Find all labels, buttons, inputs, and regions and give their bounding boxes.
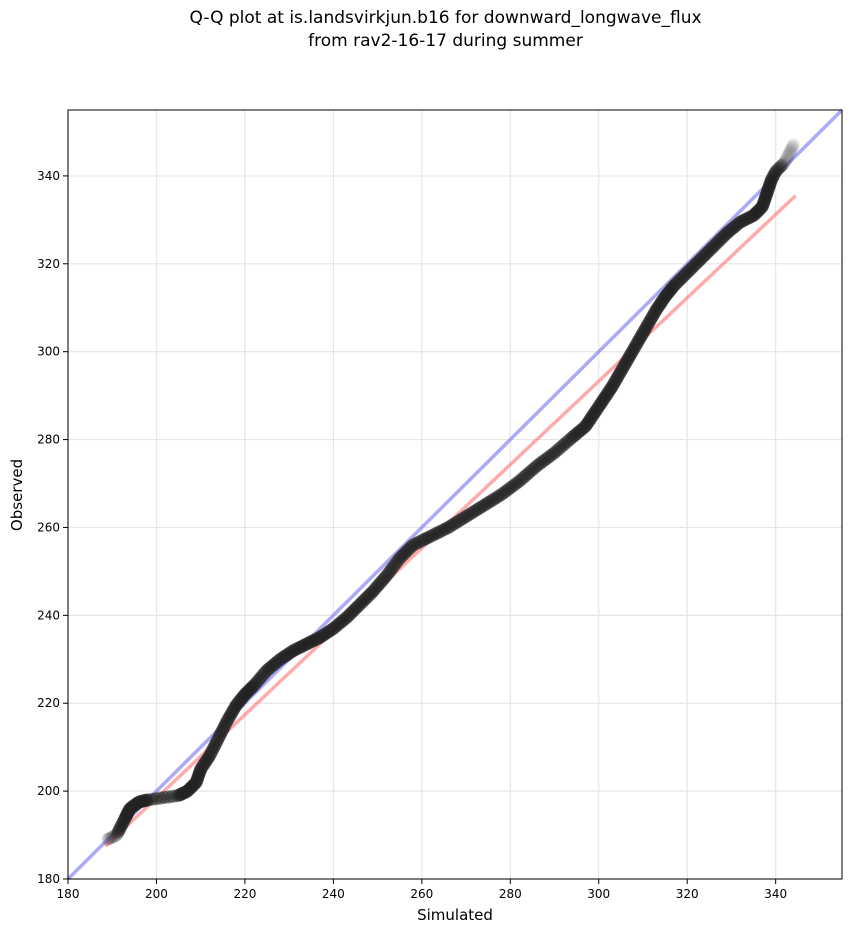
quantile-point (112, 823, 126, 837)
quantile-point (111, 825, 125, 839)
quantile-point (785, 140, 799, 154)
quantile-point (764, 173, 778, 187)
quantile-point (113, 821, 127, 835)
x-tick-label: 260 (410, 887, 433, 901)
quantile-point (769, 164, 783, 178)
quantile-point (113, 822, 127, 836)
axes: 180 200 220 240 260 280 300 320 340 180 200 220 240 2… (37, 169, 787, 901)
x-tick-label: 340 (764, 887, 787, 901)
y-tick-label: 220 (37, 696, 60, 710)
y-tick-label: 280 (37, 433, 60, 447)
y-tick-label: 180 (37, 872, 60, 886)
chart-title-line-2: from rav2-16-17 during summer (308, 31, 583, 51)
x-tick-label: 200 (145, 887, 168, 901)
x-tick-label: 220 (233, 887, 256, 901)
quantile-point (782, 147, 796, 161)
quantile-point (778, 154, 792, 168)
y-tick-label: 260 (37, 520, 60, 534)
identity-line (66, 108, 844, 881)
y-tick-label: 200 (37, 784, 60, 798)
quantile-point (783, 145, 797, 159)
quantile-point (105, 830, 119, 844)
quantile-point (766, 170, 780, 184)
quantile-point (772, 161, 786, 175)
chart-title-line-1: Q-Q plot at is.landsvirkjun.b16 for down… (189, 8, 702, 28)
quantile-point (104, 831, 118, 845)
x-tick-label: 240 (322, 887, 345, 901)
y-tick-label: 240 (37, 608, 60, 622)
quantile-point (767, 168, 781, 182)
quantile-point (776, 157, 790, 171)
quantile-point (775, 158, 789, 172)
quantile-point (770, 163, 784, 177)
x-axis-label: Simulated (417, 906, 493, 924)
y-tick-label: 340 (37, 169, 60, 183)
x-tick-label: 280 (499, 887, 522, 901)
quantile-point (767, 169, 781, 183)
y-axis-label: Observed (8, 459, 26, 531)
x-tick-label: 300 (587, 887, 610, 901)
quantile-point (101, 832, 115, 846)
x-tick-label: 180 (57, 887, 80, 901)
quantile-point (107, 830, 121, 844)
quantile-point (108, 829, 122, 843)
plot-frame (67, 109, 843, 880)
y-tick-label: 320 (37, 257, 60, 271)
y-tick-label: 300 (37, 345, 60, 359)
quantile-point (103, 831, 117, 845)
quantile-point (768, 166, 782, 180)
quantile-point (765, 171, 779, 185)
quantile-point (109, 828, 123, 842)
quantile-point (784, 143, 798, 157)
quantile-point (768, 165, 782, 179)
quantile-point (779, 152, 793, 166)
quantile-point (112, 824, 126, 838)
quantile-point (781, 150, 795, 164)
quantile-points (101, 138, 800, 846)
quantile-point (774, 160, 788, 174)
quantile-point (110, 827, 124, 841)
reference-lines (66, 108, 844, 881)
quantile-point (110, 828, 124, 842)
quantile-point (771, 162, 785, 176)
quantile-point (102, 832, 116, 846)
x-tick-label: 320 (676, 887, 699, 901)
quantile-point (777, 156, 791, 170)
quantile-point (786, 138, 800, 152)
quantile-point (765, 172, 779, 186)
